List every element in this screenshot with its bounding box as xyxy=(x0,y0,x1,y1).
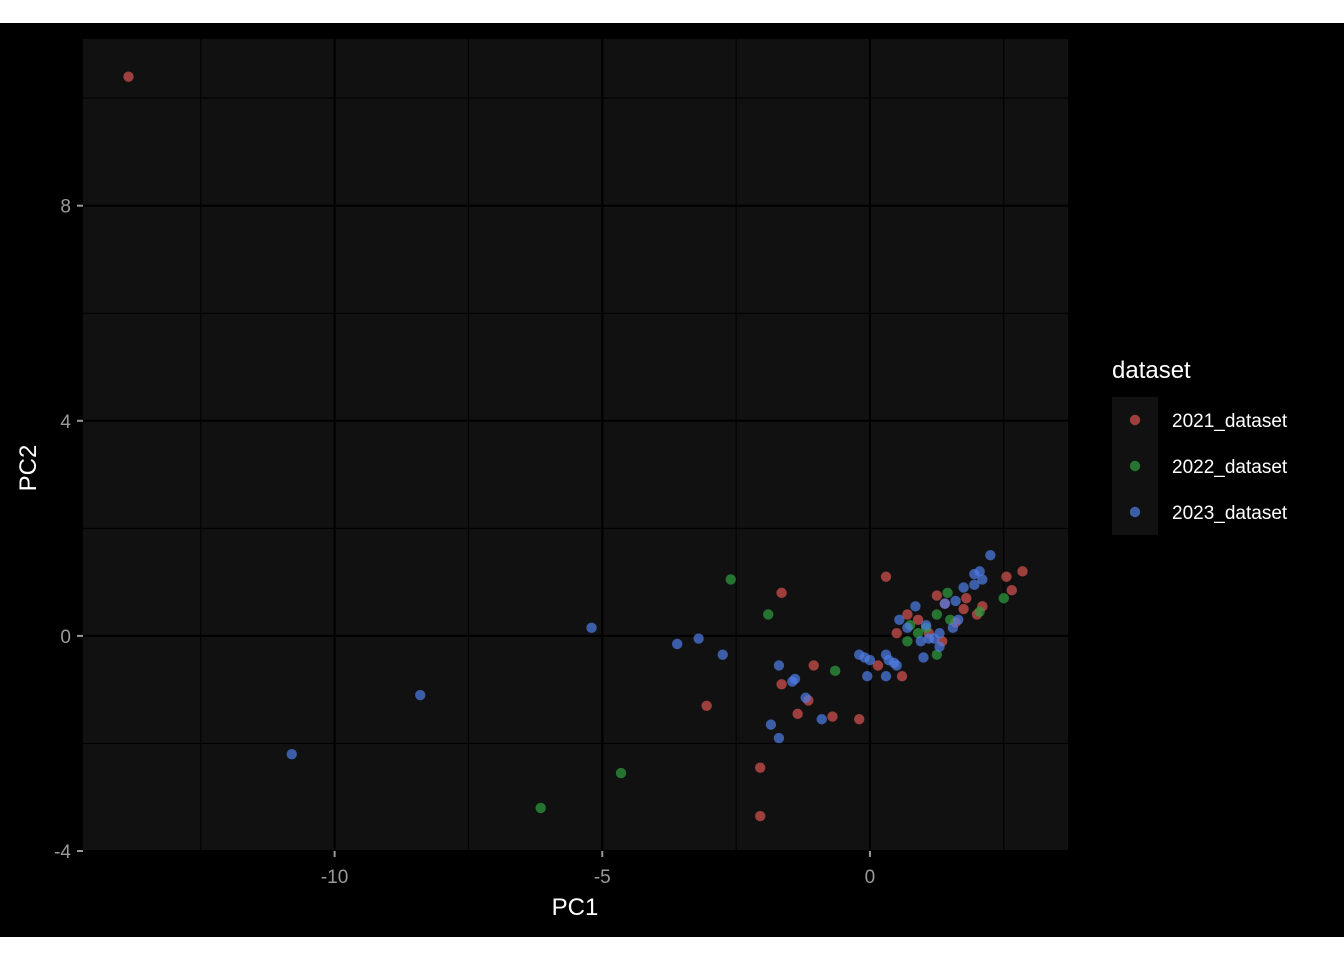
data-point xyxy=(920,619,932,631)
legend-title: dataset xyxy=(1112,357,1191,384)
data-point xyxy=(1006,584,1017,596)
data-point xyxy=(945,614,956,625)
data-point xyxy=(754,810,766,822)
data-point xyxy=(891,660,902,671)
legend-key xyxy=(1129,414,1141,426)
data-point xyxy=(880,571,892,582)
data-points xyxy=(123,71,1028,822)
x-axis-title: PC1 xyxy=(552,894,599,921)
data-point xyxy=(701,700,712,712)
minor-gridlines xyxy=(83,39,1068,851)
data-point xyxy=(754,762,766,773)
x-tick-label: 0 xyxy=(865,867,876,888)
data-point xyxy=(765,719,777,730)
legend-key xyxy=(1129,460,1141,472)
plot-frame: -10 -5 0 -4 0 4 8 PC1 PC2 dataset 2021_dataset… xyxy=(0,23,1344,937)
y-tick-label: -4 xyxy=(54,842,71,863)
data-point xyxy=(896,671,908,682)
data-point xyxy=(902,636,913,647)
series-2023_dataset xyxy=(286,550,996,760)
data-point xyxy=(902,609,913,620)
data-point xyxy=(864,654,876,666)
data-point xyxy=(773,660,785,671)
data-point xyxy=(725,574,736,585)
data-point xyxy=(985,550,996,561)
data-point xyxy=(792,708,803,720)
data-point xyxy=(854,714,865,725)
data-point xyxy=(1017,566,1028,577)
data-point xyxy=(977,574,988,585)
scatter-chart: -10 -5 0 -4 0 4 8 PC1 PC2 dataset 2021_dataset… xyxy=(15,39,1288,921)
y-tick-label: 4 xyxy=(60,412,71,433)
legend-item: 2022_dataset xyxy=(1129,457,1288,478)
data-point xyxy=(535,802,546,814)
data-point xyxy=(934,641,945,652)
axis-ticks xyxy=(77,204,871,857)
data-point xyxy=(862,671,873,682)
data-point xyxy=(586,622,597,634)
data-point xyxy=(286,749,297,760)
data-point xyxy=(787,676,798,687)
plot-panel xyxy=(83,39,1068,851)
y-tick-label: 8 xyxy=(60,197,71,218)
data-point xyxy=(808,660,819,671)
data-point xyxy=(672,638,683,650)
data-point xyxy=(918,652,929,663)
data-point xyxy=(953,614,964,625)
legend: dataset 2021_dataset 2022_dataset 2023_dat… xyxy=(1112,357,1288,535)
data-point xyxy=(829,665,841,677)
data-point xyxy=(974,606,985,617)
data-point xyxy=(717,649,728,660)
data-point xyxy=(947,622,959,634)
data-point xyxy=(915,636,926,647)
data-point xyxy=(958,603,969,615)
data-point xyxy=(827,711,838,722)
data-point xyxy=(872,660,884,671)
data-point xyxy=(894,614,905,625)
data-point xyxy=(969,579,980,591)
x-tick-label: -5 xyxy=(594,867,611,888)
data-point xyxy=(942,587,953,599)
data-point xyxy=(693,633,704,644)
data-point xyxy=(891,628,902,639)
data-point xyxy=(773,732,785,744)
y-axis-title: PC2 xyxy=(15,445,42,492)
tick-labels: -10 -5 0 -4 0 4 8 xyxy=(54,197,875,888)
data-point xyxy=(902,622,913,634)
data-point xyxy=(931,609,943,620)
data-point xyxy=(912,628,924,639)
data-point xyxy=(950,595,961,607)
y-tick-label: 0 xyxy=(60,627,71,648)
data-point xyxy=(123,71,134,82)
data-point xyxy=(776,587,787,599)
data-point xyxy=(415,689,426,701)
data-point xyxy=(615,767,627,779)
legend-item: 2021_dataset xyxy=(1129,411,1288,432)
data-point xyxy=(931,590,943,601)
data-point xyxy=(974,566,985,577)
legend-label: 2022_dataset xyxy=(1172,457,1288,478)
x-tick-label: -10 xyxy=(321,867,348,888)
legend-key xyxy=(1129,506,1141,518)
data-point xyxy=(880,671,892,682)
data-point xyxy=(961,593,972,604)
data-point xyxy=(958,582,969,593)
data-point xyxy=(776,679,787,690)
major-gridlines xyxy=(83,39,1068,852)
data-point xyxy=(912,614,924,625)
data-point xyxy=(816,714,827,725)
data-point xyxy=(931,649,943,660)
legend-item: 2023_dataset xyxy=(1129,503,1288,524)
data-point xyxy=(998,593,1009,604)
data-point xyxy=(1001,571,1012,582)
legend-label: 2023_dataset xyxy=(1172,503,1288,524)
data-point xyxy=(939,598,951,609)
data-point xyxy=(763,609,774,620)
data-point xyxy=(934,628,945,639)
data-point xyxy=(910,601,921,612)
data-point xyxy=(800,692,811,703)
legend-label: 2021_dataset xyxy=(1172,411,1288,432)
